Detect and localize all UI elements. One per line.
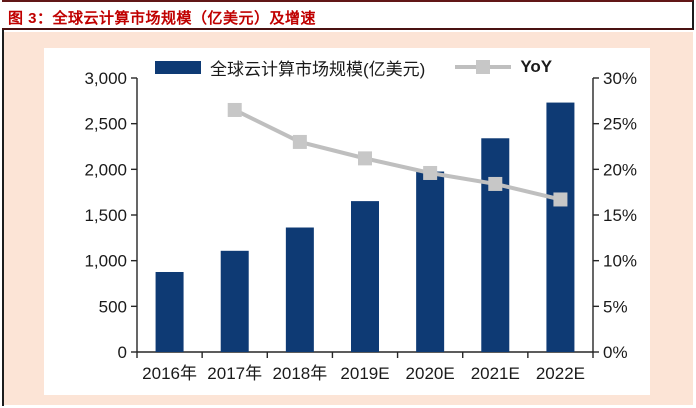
legend-line-sample xyxy=(455,60,512,74)
bar-2016年 xyxy=(155,271,184,352)
figure-title: 图 3：全球云计算市场规模（亿美元）及增速 xyxy=(8,10,317,27)
legend-line-marker-icon xyxy=(476,60,491,74)
yoy-marker xyxy=(358,151,372,166)
yoy-marker xyxy=(488,176,503,191)
y-axis-right-tick-label: 0% xyxy=(603,343,628,362)
x-axis-category-label: 2018年 xyxy=(272,364,327,383)
y-axis-right-tick-label: 20% xyxy=(603,160,637,179)
bar-2021E xyxy=(481,138,510,352)
y-axis-left-tick-label: 2,500 xyxy=(84,115,127,134)
x-axis-category-label: 2016年 xyxy=(142,364,197,383)
figure-title-bar: 图 3：全球云计算市场规模（亿美元）及增速 xyxy=(2,0,694,30)
chart-legend: 全球云计算市场规模(亿美元) YoY xyxy=(155,56,553,79)
x-axis-category-label: 2017年 xyxy=(207,364,262,383)
y-axis-left-tick-label: 1,500 xyxy=(84,206,127,225)
bar-2022E xyxy=(546,102,575,352)
x-axis-category-label: 2021E xyxy=(471,364,520,383)
y-axis-right-tick-label: 30% xyxy=(603,69,637,88)
yoy-marker xyxy=(553,192,568,207)
legend-line-label: YoY xyxy=(520,57,553,76)
legend-bar-swatch xyxy=(155,60,201,74)
bar-2019E xyxy=(351,201,379,352)
y-axis-left-tick-label: 1,000 xyxy=(84,252,127,271)
yoy-line xyxy=(233,108,561,202)
x-axis-category-label: 2022E xyxy=(536,364,585,383)
y-axis-left-tick-label: 500 xyxy=(99,297,127,316)
y-axis-right-tick-label: 25% xyxy=(603,115,637,134)
y-axis-left-tick-label: 0 xyxy=(118,343,127,362)
legend-bar-label: 全球云计算市场规模(亿美元) xyxy=(210,59,426,79)
bar-2020E xyxy=(416,171,445,352)
y-axis-left-tick-label: 3,000 xyxy=(84,69,127,88)
y-axis-left-tick-label: 2,000 xyxy=(84,160,127,179)
y-axis-right-tick-label: 15% xyxy=(603,206,637,225)
yoy-marker xyxy=(227,102,242,117)
bar-2018年 xyxy=(285,227,314,352)
y-axis-right-tick-label: 5% xyxy=(603,297,628,316)
x-axis-category-label: 2019E xyxy=(340,364,389,383)
y-axis-right-tick-label: 10% xyxy=(603,252,637,271)
x-axis-category-label: 2020E xyxy=(406,364,455,383)
bar-2017年 xyxy=(220,250,249,352)
yoy-marker xyxy=(292,134,307,149)
panel-left-border xyxy=(2,0,4,406)
yoy-marker xyxy=(423,165,438,180)
